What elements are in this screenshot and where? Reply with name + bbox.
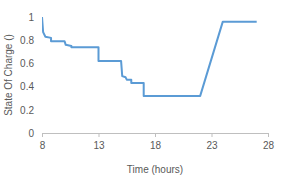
x-tick-mark <box>155 133 156 137</box>
x-tick-mark <box>42 133 43 137</box>
x-tick: 23 <box>206 133 218 151</box>
y-tick-label: 0.4 <box>20 81 34 92</box>
y-tick: 0.4 <box>20 81 42 92</box>
series <box>42 17 257 96</box>
y-tick: 1 <box>28 12 42 23</box>
y-axis: 0 0.2 0.4 0.6 0.8 1 <box>20 12 42 139</box>
y-tick-label: 0 <box>28 128 34 139</box>
x-tick-label: 28 <box>263 140 275 151</box>
y-axis-title: State Of Charge () <box>3 34 14 116</box>
y-tick-label: 0.6 <box>20 58 34 69</box>
y-tick-label: 1 <box>28 12 34 23</box>
y-tick: 0.8 <box>20 35 42 46</box>
x-tick: 13 <box>93 133 105 151</box>
chart: 8 13 18 23 28 0 0.2 0.4 0.6 0.8 1 Time (hours) State… <box>0 0 300 179</box>
x-tick-mark <box>212 133 213 137</box>
x-tick: 28 <box>263 133 275 151</box>
y-tick: 0.2 <box>20 105 42 116</box>
y-axis-line <box>42 18 43 134</box>
x-tick: 18 <box>150 133 162 151</box>
x-axis: 8 13 18 23 28 <box>40 133 275 151</box>
y-tick: 0.6 <box>20 58 42 69</box>
y-tick-label: 0.8 <box>20 35 34 46</box>
x-tick-label: 18 <box>150 140 162 151</box>
x-tick-mark <box>99 133 100 137</box>
x-tick-mark <box>268 133 269 137</box>
x-axis-title: Time (hours) <box>127 164 183 175</box>
y-tick: 0 <box>28 128 42 139</box>
x-axis-line <box>43 134 269 138</box>
data-line <box>42 17 257 96</box>
plot: 8 13 18 23 28 0 0.2 0.4 0.6 0.8 1 <box>20 12 274 151</box>
y-tick-label: 0.2 <box>20 105 34 116</box>
x-tick-label: 13 <box>93 140 105 151</box>
x-tick-label: 8 <box>40 140 46 151</box>
x-tick: 8 <box>40 133 46 151</box>
x-tick-label: 23 <box>206 140 218 151</box>
